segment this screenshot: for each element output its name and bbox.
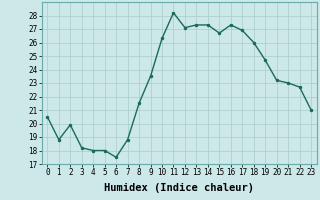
X-axis label: Humidex (Indice chaleur): Humidex (Indice chaleur) <box>104 183 254 193</box>
